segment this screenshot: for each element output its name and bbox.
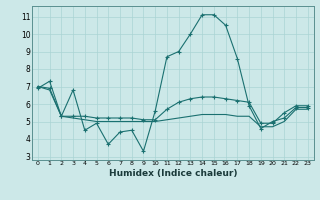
X-axis label: Humidex (Indice chaleur): Humidex (Indice chaleur) bbox=[108, 169, 237, 178]
